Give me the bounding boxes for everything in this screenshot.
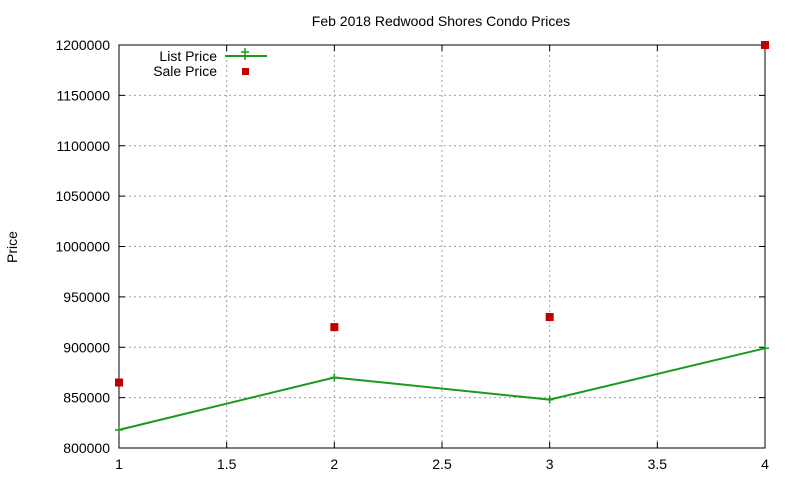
legend-marker-list-price [241, 48, 249, 60]
y-tick-label: 1200000 [55, 37, 110, 53]
point-list-price [545, 395, 554, 404]
legend-marker-sale-price [242, 68, 249, 75]
y-tick-label: 1000000 [55, 239, 110, 255]
x-tick-label: 4 [761, 456, 769, 472]
y-axis-label: Price [4, 231, 20, 263]
x-tick-label: 2 [330, 456, 338, 472]
grid [119, 45, 765, 448]
legend: List Price Sale Price [153, 48, 267, 79]
x-tick-label: 3.5 [648, 456, 668, 472]
y-tick-label: 1050000 [55, 188, 110, 204]
y-tick-label: 1150000 [57, 87, 111, 103]
point-sale-price [761, 41, 769, 49]
y-tick-label: 800000 [63, 440, 110, 456]
point-list-price [761, 344, 769, 353]
x-tick-label: 3 [546, 456, 554, 472]
x-tick-label: 2.5 [432, 456, 452, 472]
y-axis-ticks: 800000 850000 900000 950000 1000000 1050000 11… [55, 37, 765, 456]
x-tick-label: 1 [115, 456, 123, 472]
series-line-list-price [118, 347, 766, 431]
legend-label-sale-price: Sale Price [153, 63, 217, 79]
point-list-price [330, 373, 339, 382]
y-tick-label: 900000 [63, 339, 110, 355]
x-axis-ticks: 1 1.5 2 2.5 3 3.5 4 [115, 45, 769, 472]
y-tick-label: 950000 [63, 289, 110, 305]
x-tick-label: 1.5 [217, 456, 237, 472]
legend-label-list-price: List Price [159, 48, 217, 64]
chart-title: Feb 2018 Redwood Shores Condo Prices [312, 13, 570, 29]
point-sale-price [330, 323, 339, 332]
y-tick-label: 850000 [63, 390, 110, 406]
point-sale-price [545, 313, 554, 322]
y-tick-label: 1100000 [57, 138, 111, 154]
series-layer [115, 41, 769, 434]
point-sale-price [115, 378, 123, 387]
point-list-price [115, 425, 123, 434]
